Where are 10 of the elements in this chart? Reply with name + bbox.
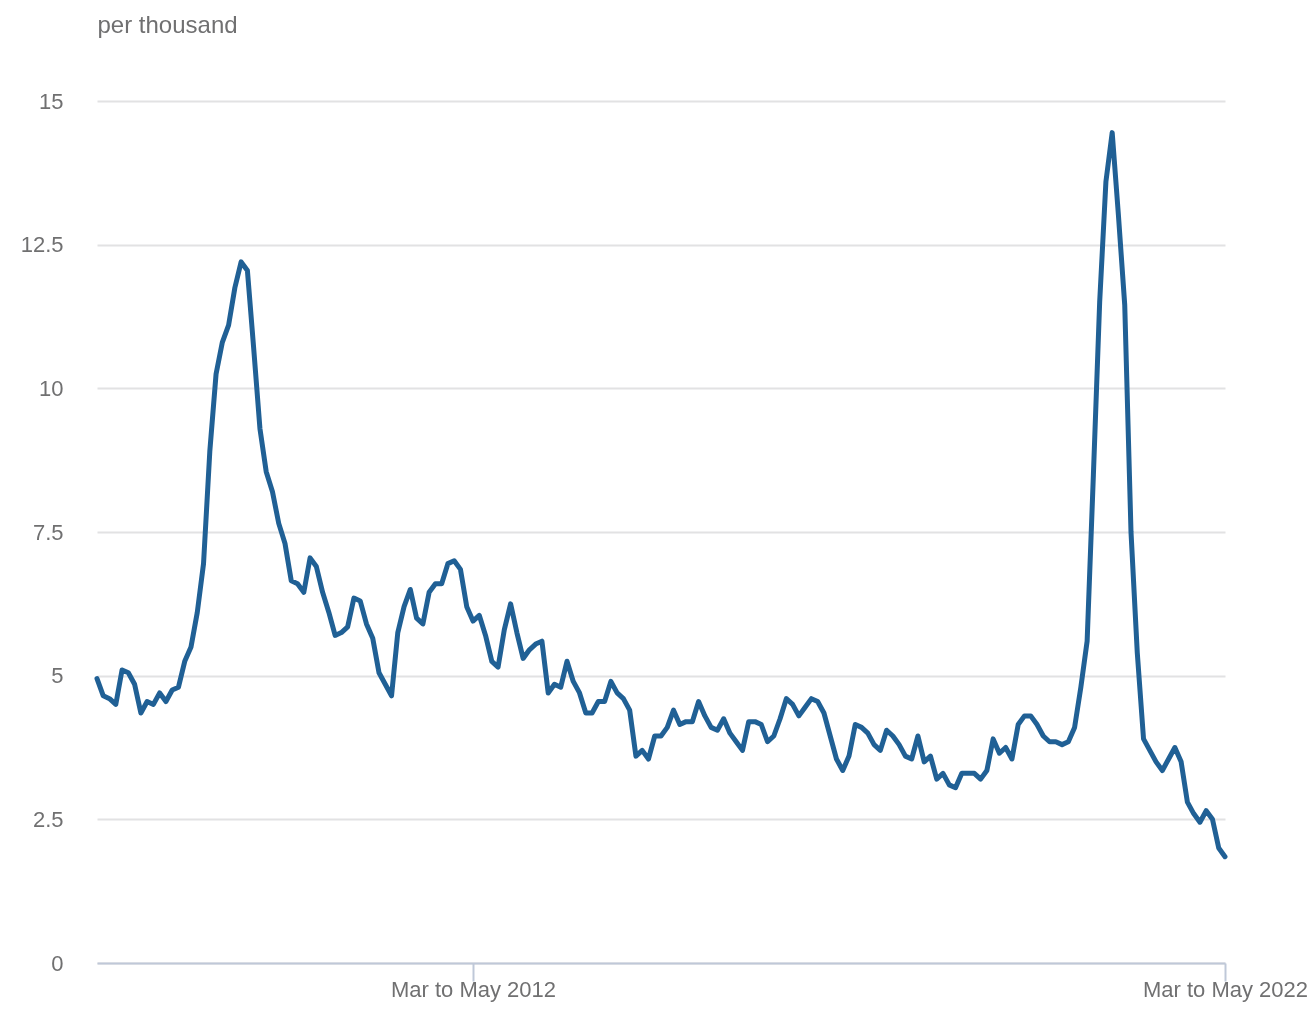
y-tick-label: 15 [39,88,64,114]
y-axis-title: per thousand [97,10,238,38]
y-tick-label: 12.5 [20,232,64,258]
y-tick-label: 5 [51,663,64,689]
y-tick-label: 0 [51,950,64,976]
x-tick-label: Mar to May 2022 [1142,976,1309,1002]
x-tick-label: Mar to May 2012 [390,976,557,1002]
y-tick-label: 2.5 [32,806,64,832]
y-tick-label: 7.5 [32,519,64,545]
y-tick-label: 10 [39,375,64,401]
